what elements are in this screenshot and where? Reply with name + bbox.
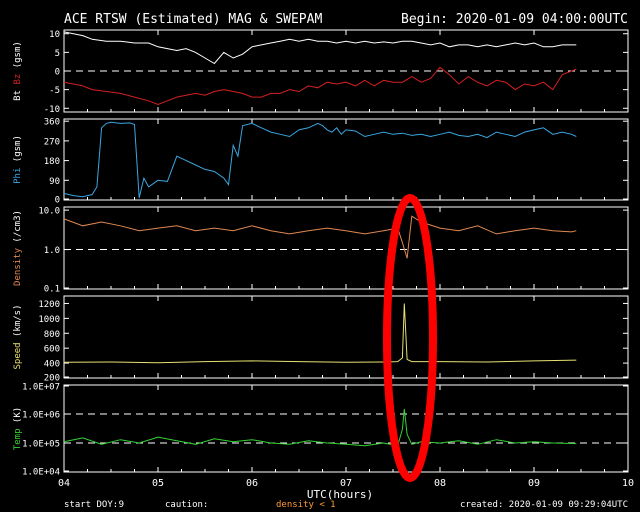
x-axis-label: UTC(hours)	[307, 488, 373, 501]
panel-speed: 1200 1000 800 600 400 200 Speed (km/s)	[13, 295, 629, 384]
start-doy-label: start DOY:	[64, 500, 118, 510]
series-line-bt	[63, 31, 577, 65]
y-tick-label: -5	[49, 86, 60, 96]
plot-title: ACE RTSW (Estimated) MAG & SWEPAM	[64, 12, 322, 27]
y-axis-label-part: Phi	[13, 168, 23, 184]
y-axis-label-part: (K)	[13, 407, 23, 429]
plot-panels: 10 5 0 -5 -10 Bt Bz (gsm) 360 270 180 90 0 Phi (gsm…	[13, 29, 634, 489]
y-axis-label: Speed (km/s)	[13, 304, 23, 369]
panel-density: 10.0 1.0 0.1 Density (/cm3)	[13, 206, 629, 295]
y-axis-label-part: Bz	[13, 74, 23, 90]
y-tick-label: 10	[49, 30, 60, 40]
y-axis-label: Density (/cm3)	[13, 210, 23, 286]
created-time: created: 2020-01-09 09:29:04UTC	[460, 500, 628, 510]
panel-temp: 1.0E+07 1.0E+06 1.0E+05 1.0E+04 Temp (K)	[13, 383, 629, 478]
panel-phi: 360 270 180 90 0 Phi (gsm)	[13, 118, 629, 206]
series-line-speed	[63, 303, 577, 364]
y-tick-label: 270	[44, 137, 60, 147]
x-tick-label: 10	[622, 478, 634, 489]
y-axis-label-part: (gsm)	[13, 135, 23, 168]
y-tick-label: 5	[55, 49, 60, 59]
x-tick-label: 04	[58, 478, 70, 489]
x-tick-label: 09	[528, 478, 540, 489]
y-tick-label: 1000	[38, 315, 60, 325]
caution-label: caution:	[165, 500, 208, 510]
x-tick-label: 05	[152, 478, 164, 489]
caution-value: density < 1	[276, 500, 336, 510]
y-tick-label: -10	[44, 105, 60, 115]
y-axis-label-part: (/cm3)	[13, 210, 23, 248]
y-tick-label: 1.0	[44, 246, 60, 256]
series-line-density	[63, 215, 577, 259]
start-doy-value: 9	[119, 500, 124, 510]
y-tick-label: 0.1	[44, 285, 60, 295]
y-tick-label: 1.0E+05	[22, 440, 60, 450]
series-line-bz	[63, 66, 577, 106]
y-tick-label: 1.0E+07	[22, 383, 60, 393]
panel-mag: 10 5 0 -5 -10 Bt Bz (gsm)	[13, 29, 629, 115]
y-axis-label-part: Density	[13, 247, 23, 286]
y-axis-label: Phi (gsm)	[13, 135, 23, 184]
x-tick-label: 08	[434, 478, 446, 489]
y-axis-label-part: (km/s)	[13, 304, 23, 342]
y-tick-label: 180	[44, 157, 60, 167]
y-tick-label: 1.0E+04	[22, 468, 60, 478]
highlight-ellipse	[383, 194, 437, 482]
y-tick-label: 400	[44, 360, 60, 370]
y-tick-label: 200	[44, 374, 60, 384]
x-tick-label: 06	[246, 478, 258, 489]
y-axis-label: Temp (K)	[13, 407, 23, 450]
y-tick-label: 90	[49, 177, 60, 187]
series-line-temp	[63, 408, 577, 447]
y-tick-label: 0	[55, 68, 60, 78]
y-axis-label: Bt Bz (gsm)	[13, 41, 23, 101]
y-axis-label-part: Temp	[13, 429, 23, 451]
y-axis-label-part: Bt	[13, 90, 23, 101]
y-tick-label: 600	[44, 345, 60, 355]
y-axis-label-part: Speed	[13, 342, 23, 369]
x-tick-label: 07	[340, 478, 352, 489]
y-axis-label-part: (gsm)	[13, 41, 23, 74]
y-tick-label: 1.0E+06	[22, 411, 60, 421]
y-tick-label: 10.0	[38, 207, 60, 217]
series-line-phi	[63, 121, 577, 198]
begin-time: Begin: 2020-01-09 04:00:00UTC	[401, 12, 628, 27]
y-tick-label: 1200	[38, 300, 60, 310]
y-tick-label: 360	[44, 118, 60, 128]
y-tick-label: 800	[44, 330, 60, 340]
y-tick-label: 0	[55, 196, 60, 206]
